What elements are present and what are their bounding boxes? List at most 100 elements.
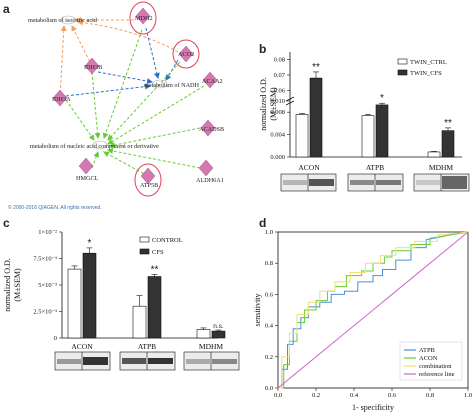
chart-b-ytick-label: 0.008 bbox=[270, 109, 285, 116]
blot-b-atpb-band2 bbox=[376, 180, 401, 185]
blot-b-acon bbox=[280, 173, 337, 192]
chart-b-axis-break bbox=[285, 96, 295, 106]
aco2-node bbox=[178, 45, 194, 63]
chart-d-line-atpb bbox=[278, 231, 469, 389]
panel-c-letter: c bbox=[3, 216, 10, 230]
chart-c-significance: ** bbox=[151, 264, 159, 275]
mdh2-node bbox=[135, 7, 151, 25]
chart-c-legend-ctrl: CONTROL bbox=[152, 237, 183, 244]
atp5b-label: ATP5B bbox=[140, 182, 158, 189]
chart-c-significance: * bbox=[88, 238, 92, 249]
blot-c-atpb-band bbox=[122, 358, 146, 364]
mdh2-ring bbox=[129, 1, 157, 35]
chart-b-ylabel-1: normalized O.D. bbox=[259, 77, 268, 131]
chart-d-xtick-label: 0.8 bbox=[426, 392, 434, 399]
chart-b-bar-twin_ctrl-mdhm bbox=[427, 151, 441, 158]
chart-c-legend-box-ctrl bbox=[139, 236, 150, 243]
chart-b-bar-twin_cfs-atpb bbox=[375, 104, 389, 158]
chart-c: 0 2.5×10⁻³ 5×10⁻³ 7.5×10⁻³ 1×10⁻² * ACON ** ATP… bbox=[3, 229, 240, 371]
chart-b-ytick-label: 0.004 bbox=[270, 132, 285, 139]
chart-b-category-label: MDHM bbox=[429, 163, 454, 172]
hmgcl-label: HMGCL bbox=[76, 175, 99, 182]
chart-c-bar-control-mdhm bbox=[196, 329, 211, 339]
blot-c-acon-band bbox=[57, 359, 81, 364]
aco2-ring bbox=[172, 39, 200, 69]
panel-d-letter: d bbox=[259, 216, 267, 230]
atp5b-node bbox=[140, 167, 156, 185]
chart-b: 0.000 0.004 0.008 0.08 0.07 0.06 0.010 ** ACON *… bbox=[259, 52, 470, 192]
blot-c-acon bbox=[54, 351, 111, 371]
blot-b-atpb bbox=[347, 173, 404, 192]
chart-b-bar-twin_cfs-acon bbox=[309, 77, 323, 158]
chart-c-ylabel-2: (M±SEM) bbox=[13, 268, 22, 302]
chart-c-legend-box-cfs bbox=[139, 248, 150, 255]
blot-b-atpb-band bbox=[350, 180, 374, 185]
chart-d-xtick-label: 0.0 bbox=[274, 392, 282, 399]
process-nadh-node bbox=[152, 79, 168, 89]
edges-orange bbox=[59, 17, 179, 99]
chart-d-ytick-label: 0.8 bbox=[265, 260, 273, 267]
chart-b-ytick-label: 0.08 bbox=[274, 57, 285, 64]
chart-c-bar-control-acon bbox=[67, 268, 82, 339]
chart-d-ytick-label: 0.0 bbox=[265, 385, 273, 392]
blot-b-acon-band bbox=[283, 180, 307, 185]
chart-d-xtick-label: 0.4 bbox=[350, 392, 359, 399]
chart-b-category-label: ATPB bbox=[366, 163, 384, 172]
chart-d-xtick-label: 0.2 bbox=[312, 392, 320, 399]
blot-c-mdhm bbox=[183, 351, 240, 371]
atp5b-ring bbox=[134, 163, 162, 197]
chart-b-significance: ** bbox=[312, 62, 320, 73]
blot-c-atpb-band2 bbox=[148, 358, 173, 364]
highlight-rings bbox=[129, 1, 200, 197]
panel-a-letter: a bbox=[3, 2, 10, 16]
chart-c-significance: n.s. bbox=[213, 323, 224, 330]
aldh6a1-node bbox=[198, 159, 214, 177]
chart-c-blots bbox=[54, 351, 240, 371]
chart-c-ytick-label: 7.5×10⁻³ bbox=[33, 256, 57, 263]
chart-d-line-reference-line bbox=[277, 231, 469, 389]
chart-b-bar-twin_cfs-mdhm bbox=[441, 130, 455, 158]
process-nucleic-node bbox=[92, 140, 108, 150]
idh3a-label: IDH3A bbox=[52, 96, 71, 103]
chart-c-bar-control-atpb bbox=[132, 305, 147, 339]
chart-d-ylabel: sensitivity bbox=[253, 294, 262, 327]
hmgcl-node bbox=[78, 157, 94, 175]
chart-d: 0.0 0.2 0.4 0.6 0.8 1.0 0.0 0.2 0.4 0.6 0.8 1.0 1- … bbox=[253, 229, 472, 412]
acaa2-label: ACAA2 bbox=[202, 78, 223, 85]
chart-c-ytick-label: 2.5×10⁻³ bbox=[33, 309, 57, 316]
chart-c-ytick-label: 5×10⁻³ bbox=[38, 282, 57, 289]
idh3b-node bbox=[84, 57, 100, 75]
chart-b-ylabel-2: (M±SEM) bbox=[269, 87, 278, 121]
chart-b-legend-box-ctrl bbox=[397, 58, 408, 65]
chart-d-ytick-label: 0.6 bbox=[265, 291, 274, 298]
chart-c-category-label: ACON bbox=[71, 342, 93, 351]
chart-b-significance: * bbox=[380, 93, 384, 104]
acadsb-label: ACADSB bbox=[199, 126, 224, 133]
chart-c-legend-cfs: CFS bbox=[152, 249, 164, 256]
chart-c-ylabel-1: normalized O.D. bbox=[3, 258, 12, 312]
blot-b-acon-band2 bbox=[309, 179, 334, 186]
blot-c-mdhm-band bbox=[186, 359, 210, 364]
nadh-label: metabolism of NADH bbox=[144, 82, 200, 89]
blot-b-mdhm-band bbox=[416, 180, 440, 185]
idh3b-label: IDH3B bbox=[84, 64, 102, 71]
chart-c-ytick-label: 0 bbox=[54, 335, 57, 342]
chart-b-bar-twin_ctrl-acon bbox=[295, 114, 309, 158]
chart-d-xtick-label: 0.6 bbox=[388, 392, 397, 399]
acaa2-node bbox=[202, 71, 218, 89]
chart-c-bar-cfs-acon bbox=[82, 252, 97, 339]
chart-d-legend-label: combination bbox=[419, 363, 452, 370]
chart-b-ytick-label: 0.010 bbox=[270, 98, 285, 105]
chart-b-legend-cfs: TWIN_CFS bbox=[410, 70, 442, 77]
chart-d-xlabel: 1- specificity bbox=[352, 403, 394, 412]
chart-b-legend-box-cfs bbox=[397, 69, 408, 76]
chart-d-xtick-label: 1.0 bbox=[464, 392, 472, 399]
chart-b-category-label: ACON bbox=[298, 163, 320, 172]
isocitric-label: metabolism of isocitric acid bbox=[28, 17, 98, 24]
blot-c-acon-band2 bbox=[83, 357, 108, 365]
panel-b-letter: b bbox=[259, 42, 267, 56]
aco2-label: ACO2 bbox=[178, 51, 194, 58]
chart-d-line-combination bbox=[278, 231, 469, 389]
chart-c-bar-cfs-atpb bbox=[147, 276, 162, 339]
